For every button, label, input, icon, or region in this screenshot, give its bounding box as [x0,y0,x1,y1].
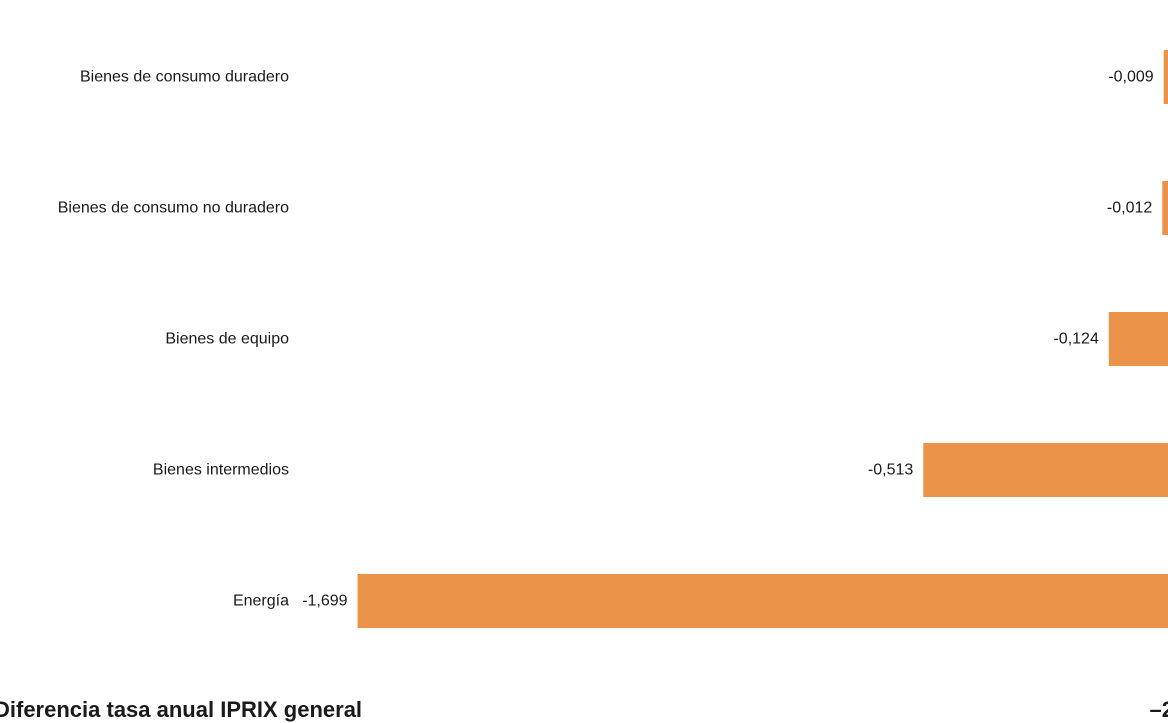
bar-2 [1108,312,1168,366]
value-label-4: -1,699 [302,593,347,610]
bar-4 [357,574,1168,628]
value-label-2: -0,124 [1053,331,1098,348]
total-label: Diferencia tasa anual IPRIX general [0,697,363,722]
value-label-1: -0,012 [1107,200,1152,217]
bar-1 [1162,181,1168,235]
value-label-3: -0,513 [868,462,913,479]
total-value: –2 [1149,697,1168,722]
category-label-2: Bienes de equipo [165,331,289,348]
category-label-4: Energía [233,593,289,610]
bar-3 [923,443,1168,497]
bar-0 [1163,50,1168,104]
category-label-3: Bienes intermedios [153,462,289,479]
category-label-0: Bienes de consumo duradero [80,69,289,86]
value-label-0: -0,009 [1108,69,1153,86]
category-label-1: Bienes de consumo no duradero [58,200,289,217]
